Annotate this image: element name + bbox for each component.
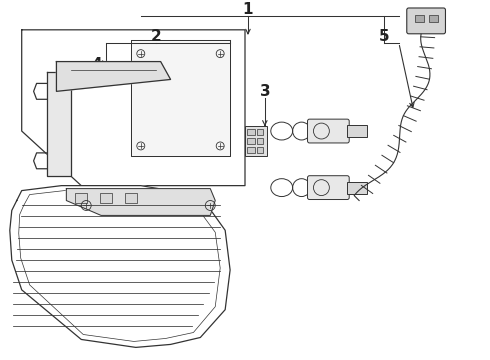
Bar	[415, 15, 424, 22]
Polygon shape	[47, 72, 72, 176]
Text: 3: 3	[260, 84, 270, 99]
Bar	[245, 126, 267, 156]
FancyBboxPatch shape	[308, 176, 349, 199]
Bar	[347, 182, 367, 194]
Text: 2: 2	[150, 29, 161, 44]
Text: 1: 1	[243, 3, 253, 18]
Ellipse shape	[271, 179, 293, 197]
Bar	[75, 193, 87, 203]
Polygon shape	[22, 30, 245, 186]
Bar	[125, 193, 137, 203]
Bar	[257, 147, 263, 153]
Bar	[257, 129, 263, 135]
Polygon shape	[56, 62, 171, 91]
Ellipse shape	[271, 122, 293, 140]
Polygon shape	[131, 40, 230, 156]
Bar	[347, 125, 367, 137]
Polygon shape	[10, 186, 230, 347]
Polygon shape	[66, 189, 215, 215]
FancyBboxPatch shape	[407, 8, 445, 34]
Text: 4: 4	[91, 57, 101, 72]
Bar	[429, 15, 438, 22]
Text: 5: 5	[379, 29, 389, 44]
Bar	[247, 129, 255, 135]
Bar	[100, 193, 112, 203]
Bar	[257, 138, 263, 144]
FancyBboxPatch shape	[308, 119, 349, 143]
Bar	[247, 147, 255, 153]
Bar	[247, 138, 255, 144]
